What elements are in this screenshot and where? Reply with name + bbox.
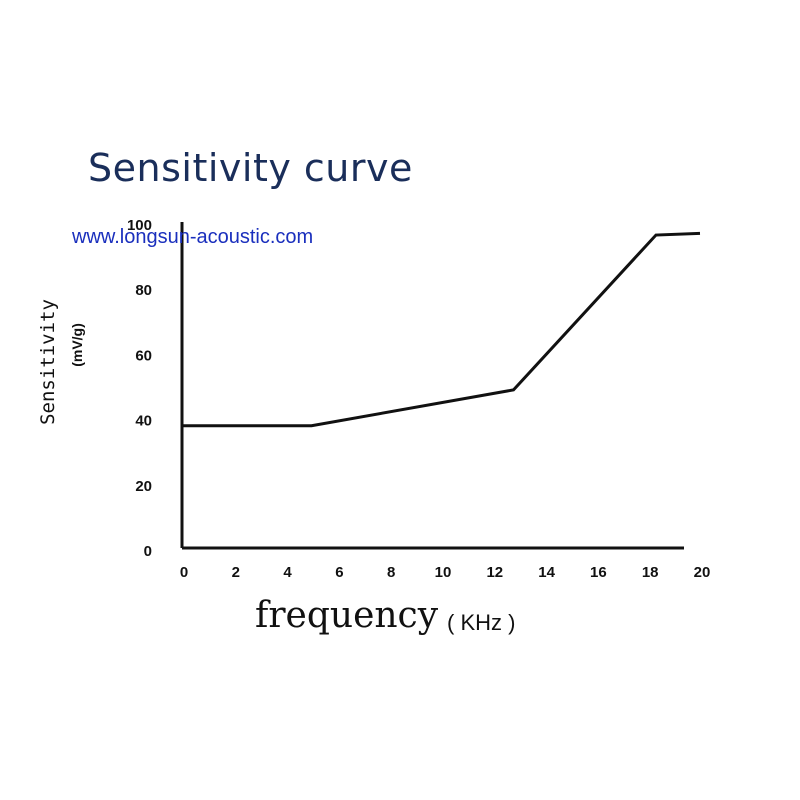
x-tick-label: 4 (283, 564, 292, 581)
website-watermark: www.longsun-acoustic.com (72, 226, 314, 248)
y-tick-label: 0 (144, 543, 152, 560)
x-tick-label: 2 (232, 564, 240, 581)
y-tick-label: 80 (135, 282, 152, 299)
y-axis-label: Sensitivity (37, 299, 59, 425)
y-tick-label: 20 (135, 478, 152, 495)
x-tick-label: 20 (694, 564, 711, 581)
x-tick-label: 10 (435, 564, 452, 581)
x-tick-label: 18 (642, 564, 659, 581)
x-tick-label: 6 (335, 564, 343, 581)
series-lines (182, 231, 701, 428)
x-tick-label: 0 (180, 564, 188, 581)
y-tick-label: 40 (135, 413, 152, 430)
x-tick-labels: 0 2 4 6 8 10 12 14 16 18 20 (180, 564, 711, 581)
y-tick-label: 60 (135, 347, 152, 364)
x-tick-label: 12 (486, 564, 503, 581)
y-tick-label: 100 (127, 217, 152, 234)
chart-title: Sensitivity curve (88, 146, 413, 190)
axes (180, 222, 684, 550)
sensitivity-series-line (182, 231, 701, 428)
x-tick-label: 16 (590, 564, 607, 581)
y-axis-unit: (mV/g) (69, 323, 85, 367)
x-tick-label: 8 (387, 564, 395, 581)
x-tick-label: 14 (538, 564, 555, 581)
y-tick-labels: 0 20 40 60 80 100 (127, 217, 152, 560)
x-axis-unit: ( KHz ) (447, 610, 515, 635)
x-axis-label: frequency (255, 595, 439, 636)
